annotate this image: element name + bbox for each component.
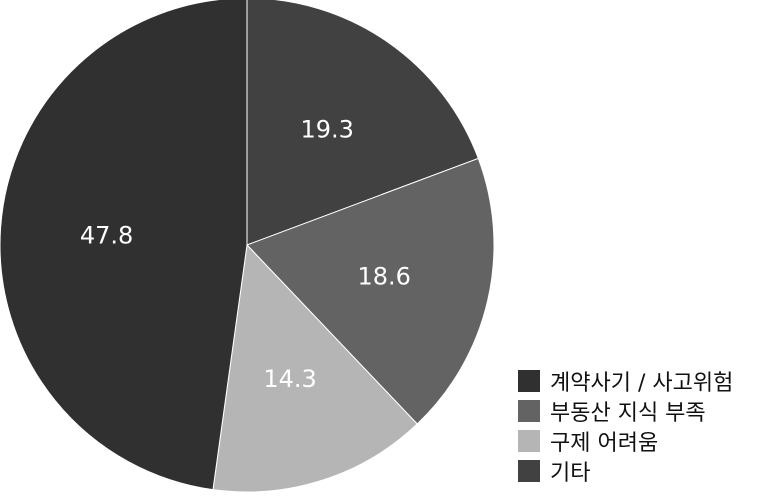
legend-swatch xyxy=(518,370,540,392)
legend-swatch xyxy=(518,400,540,422)
legend-label: 부동산 지식 부족 xyxy=(550,395,706,427)
data-label-contract-fraud: 47.8 xyxy=(80,221,133,249)
legend-item-lack-of-knowledge: 부동산 지식 부족 xyxy=(518,396,733,426)
legend-item-other: 기타 xyxy=(518,456,733,486)
legend-label: 기타 xyxy=(550,455,590,487)
data-label-lack-of-knowledge: 18.6 xyxy=(357,263,410,291)
legend-label: 구제 어려움 xyxy=(550,425,658,457)
data-label-other: 19.3 xyxy=(301,115,354,143)
legend: 계약사기 / 사고위험 부동산 지식 부족 구제 어려움 기타 xyxy=(518,366,733,486)
data-label-hard-to-remedy: 14.3 xyxy=(263,365,316,393)
legend-label: 계약사기 / 사고위험 xyxy=(550,365,733,397)
legend-item-contract-fraud: 계약사기 / 사고위험 xyxy=(518,366,733,396)
legend-swatch xyxy=(518,460,540,482)
legend-swatch xyxy=(518,430,540,452)
legend-item-hard-to-remedy: 구제 어려움 xyxy=(518,426,733,456)
